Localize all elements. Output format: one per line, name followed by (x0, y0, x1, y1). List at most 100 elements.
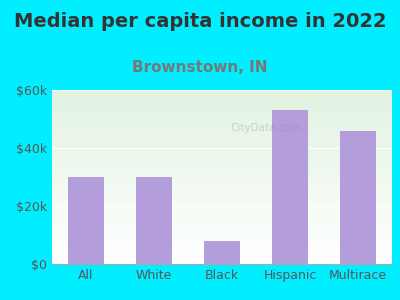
Bar (52, 196, 392, 198)
Bar (52, 94, 392, 95)
Bar (52, 114, 392, 116)
Bar (52, 233, 392, 234)
Bar (52, 240, 392, 242)
Bar (52, 247, 392, 248)
Bar (52, 248, 392, 250)
Bar (52, 125, 392, 127)
Bar (52, 165, 392, 167)
Bar (52, 200, 392, 201)
Bar (52, 227, 392, 229)
Bar (52, 154, 392, 156)
Bar (52, 219, 392, 220)
Bar (52, 160, 392, 161)
Bar (52, 118, 392, 120)
Bar (52, 163, 392, 165)
Bar (52, 212, 392, 214)
Bar (52, 100, 392, 102)
Bar (52, 132, 392, 134)
Bar (52, 191, 392, 193)
Bar (204, 241, 240, 264)
Bar (68, 177, 104, 264)
Bar (52, 210, 392, 212)
Bar (52, 182, 392, 184)
Bar (52, 147, 392, 149)
Text: Median per capita income in 2022: Median per capita income in 2022 (14, 12, 386, 31)
Bar (52, 245, 392, 247)
Bar (52, 149, 392, 151)
Bar (52, 123, 392, 125)
Bar (52, 262, 392, 264)
Bar (52, 90, 392, 92)
Bar (52, 257, 392, 259)
Bar (52, 193, 392, 194)
Text: CityData.com: CityData.com (231, 123, 302, 133)
Bar (52, 201, 392, 203)
Bar (52, 153, 392, 154)
Bar (52, 121, 392, 123)
Bar (52, 107, 392, 109)
Bar (52, 144, 392, 146)
Bar (52, 109, 392, 111)
Bar (52, 260, 392, 262)
Bar (52, 186, 392, 188)
Bar (52, 179, 392, 181)
Bar (52, 250, 392, 252)
Bar (52, 151, 392, 153)
Bar (52, 207, 392, 208)
Bar (52, 222, 392, 224)
Bar (52, 146, 392, 147)
Bar (52, 112, 392, 114)
Bar (52, 238, 392, 240)
Text: Brownstown, IN: Brownstown, IN (132, 60, 268, 75)
Bar (52, 128, 392, 130)
Bar (52, 259, 392, 260)
Bar (52, 177, 392, 179)
Bar (52, 130, 392, 132)
Bar (52, 189, 392, 191)
Bar (52, 194, 392, 196)
Bar (52, 167, 392, 168)
Bar (52, 137, 392, 139)
Bar (52, 243, 392, 245)
Bar (52, 234, 392, 236)
Bar (52, 95, 392, 97)
Bar (272, 110, 308, 264)
Bar (52, 181, 392, 182)
Bar (52, 116, 392, 118)
Bar (52, 92, 392, 94)
Bar (52, 198, 392, 200)
Bar (52, 252, 392, 254)
Bar (52, 208, 392, 210)
Bar (52, 231, 392, 233)
Bar (52, 127, 392, 128)
Bar (52, 102, 392, 104)
Bar (52, 173, 392, 175)
Bar (52, 205, 392, 207)
Bar (52, 226, 392, 227)
Bar (52, 106, 392, 107)
Bar (52, 135, 392, 137)
Bar (52, 175, 392, 177)
Bar (52, 158, 392, 160)
Bar (52, 254, 392, 255)
Bar (52, 229, 392, 231)
Bar (52, 217, 392, 219)
Bar (52, 236, 392, 238)
Bar (136, 177, 172, 264)
Bar (52, 161, 392, 163)
Bar (52, 170, 392, 172)
Bar (52, 120, 392, 121)
Bar (52, 242, 392, 243)
Bar (52, 104, 392, 106)
Bar (52, 215, 392, 217)
Bar (52, 134, 392, 135)
Bar (52, 224, 392, 226)
Bar (52, 168, 392, 170)
Bar (52, 184, 392, 186)
Bar (52, 142, 392, 144)
Bar (52, 139, 392, 140)
Bar (52, 188, 392, 189)
Bar (52, 111, 392, 112)
Bar (52, 156, 392, 158)
Bar (52, 99, 392, 100)
